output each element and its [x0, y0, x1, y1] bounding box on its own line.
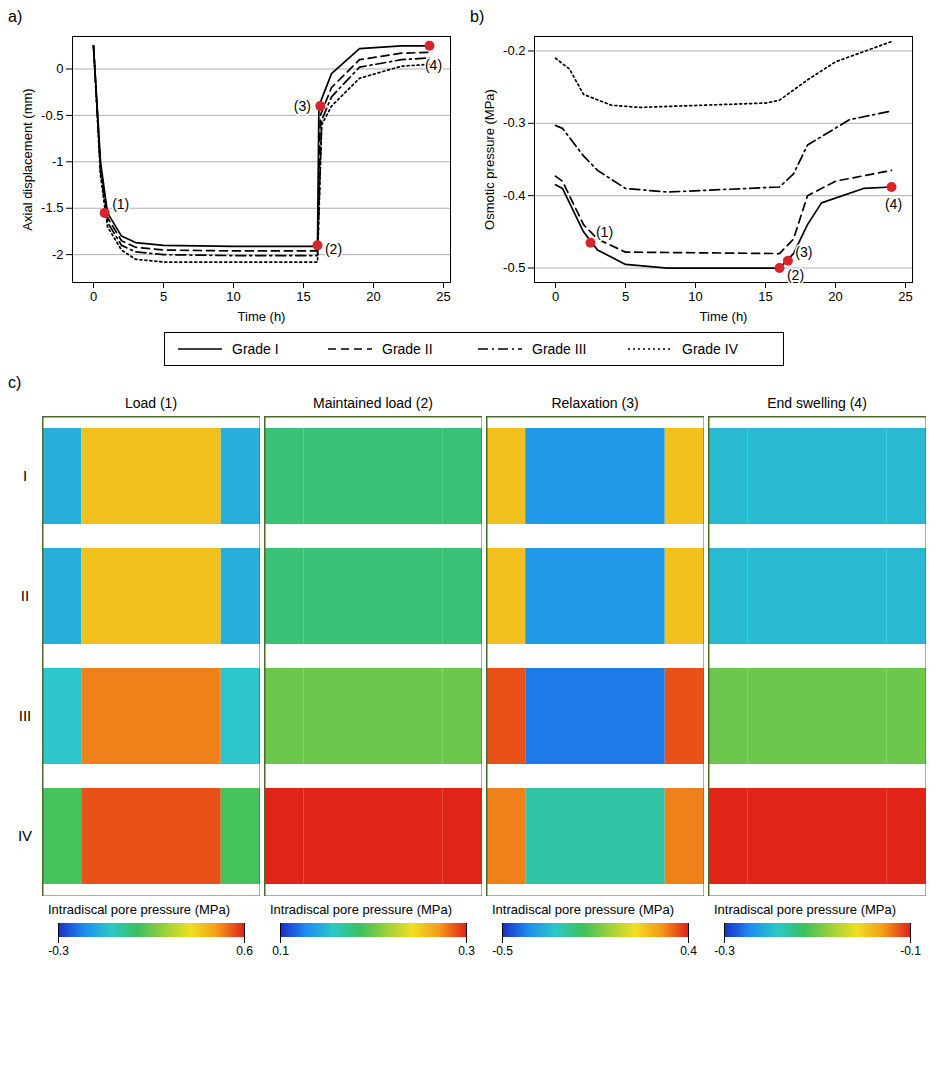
svg-text:Grade IV: Grade IV	[682, 341, 739, 357]
svg-text:(2): (2)	[325, 241, 342, 257]
svg-text:20: 20	[366, 289, 380, 304]
svg-text:0.1: 0.1	[272, 944, 289, 958]
svg-text:(3): (3)	[795, 244, 812, 260]
svg-text:10: 10	[226, 289, 240, 304]
html-text:Intradiscal pore pressure (MPa: Intradiscal pore pressure (MPa)	[48, 902, 231, 917]
svg-text:0: 0	[552, 289, 559, 304]
svg-text:(2): (2)	[787, 267, 804, 283]
html-text:II: II	[20, 587, 30, 604]
svg-text:-0.5: -0.5	[41, 108, 63, 123]
html-text:I: I	[22, 467, 28, 484]
svg-text:-0.1: -0.1	[900, 944, 921, 958]
svg-text:Grade I: Grade I	[232, 341, 279, 357]
html-text:Maintained load (2): Maintained load (2)	[313, 395, 433, 411]
svg-text:5: 5	[160, 289, 167, 304]
svg-text:(4): (4)	[885, 196, 902, 212]
svg-text:25: 25	[898, 289, 912, 304]
svg-text:(1): (1)	[112, 196, 129, 212]
svg-text:0.4: 0.4	[680, 944, 697, 958]
svg-text:20: 20	[828, 289, 842, 304]
svg-text:0.3: 0.3	[458, 944, 475, 958]
html-text:Intradiscal pore pressure (MPa: Intradiscal pore pressure (MPa)	[714, 902, 897, 917]
html-text:Intradiscal pore pressure (MPa: Intradiscal pore pressure (MPa)	[492, 902, 675, 917]
svg-text:15: 15	[296, 289, 310, 304]
svg-text:-0.5: -0.5	[492, 944, 513, 958]
svg-text:(3): (3)	[294, 98, 311, 114]
svg-text:0: 0	[90, 289, 97, 304]
svg-text:-0.3: -0.3	[503, 115, 525, 130]
svg-text:Axial displacement (mm): Axial displacement (mm)	[20, 88, 35, 230]
svg-text:Osmotic pressure (MPa): Osmotic pressure (MPa)	[482, 89, 497, 230]
html-text:IV: IV	[17, 827, 33, 844]
svg-text:5: 5	[622, 289, 629, 304]
html-text:Load (1): Load (1)	[124, 395, 178, 411]
html-text:End swelling (4): End swelling (4)	[767, 395, 867, 411]
svg-text:15: 15	[758, 289, 772, 304]
html-text:Intradiscal pore pressure (MPa: Intradiscal pore pressure (MPa)	[270, 902, 453, 917]
svg-text:0: 0	[56, 61, 63, 76]
svg-text:-1: -1	[52, 154, 64, 169]
html-text:III: III	[18, 707, 32, 724]
svg-text:25: 25	[436, 289, 450, 304]
svg-text:Grade II: Grade II	[382, 341, 433, 357]
svg-text:Grade III: Grade III	[532, 341, 586, 357]
svg-text:-0.3: -0.3	[48, 944, 69, 958]
svg-text:-0.5: -0.5	[503, 260, 525, 275]
svg-text:-0.4: -0.4	[503, 188, 525, 203]
html-text:b): b)	[470, 8, 485, 25]
svg-text:Time (h): Time (h)	[700, 309, 748, 324]
svg-text:-0.3: -0.3	[714, 944, 735, 958]
svg-text:0.6: 0.6	[236, 944, 253, 958]
svg-text:(1): (1)	[596, 224, 613, 240]
svg-text:(4): (4)	[425, 57, 442, 73]
svg-text:10: 10	[688, 289, 702, 304]
svg-text:-2: -2	[52, 247, 64, 262]
html-text:a): a)	[8, 8, 23, 25]
svg-text:Time (h): Time (h)	[238, 309, 286, 324]
html-text:Relaxation (3): Relaxation (3)	[551, 395, 639, 411]
svg-text:-0.2: -0.2	[503, 43, 525, 58]
html-text:c): c)	[8, 374, 22, 391]
svg-text:-1.5: -1.5	[41, 200, 63, 215]
